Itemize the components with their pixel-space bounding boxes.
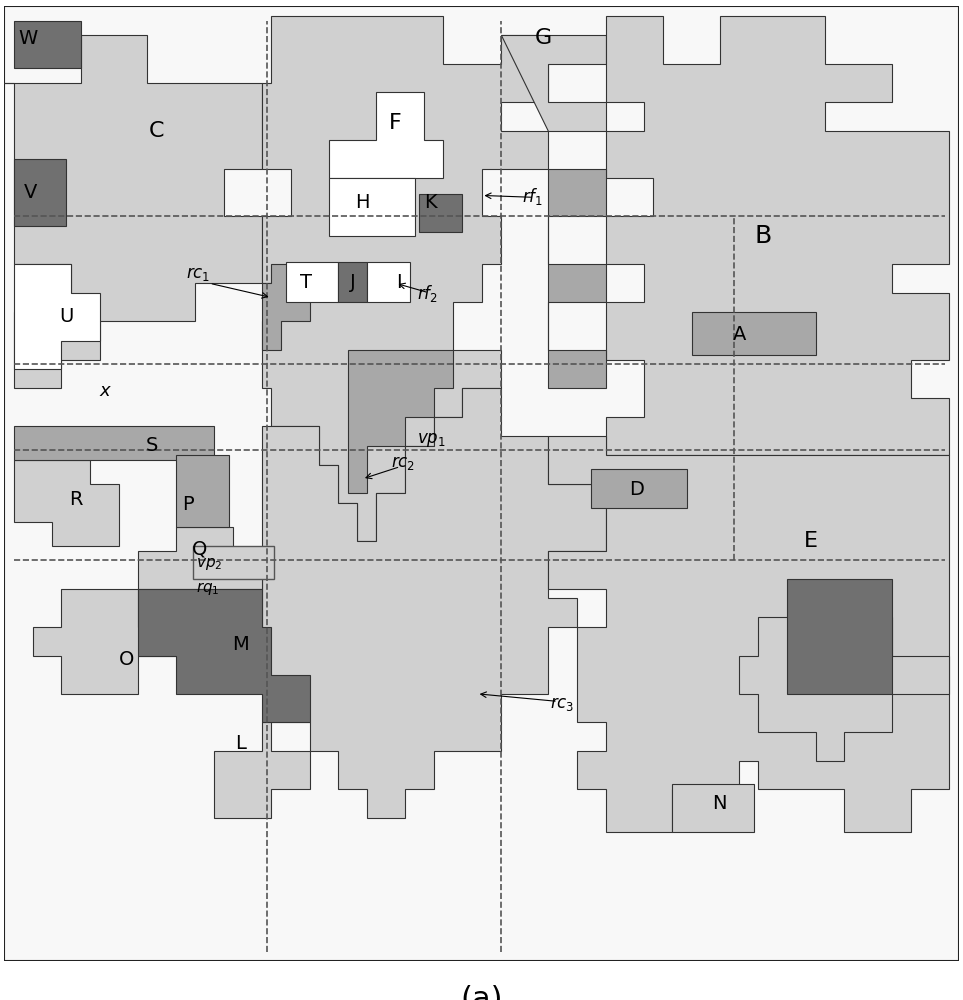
Text: O: O	[118, 650, 134, 669]
Polygon shape	[138, 589, 310, 722]
Text: G: G	[534, 28, 552, 48]
Text: $rc_1$: $rc_1$	[186, 265, 210, 283]
Polygon shape	[214, 722, 310, 818]
Text: N: N	[712, 794, 726, 813]
Bar	[672, 784, 754, 832]
Text: H: H	[355, 193, 370, 212]
Polygon shape	[13, 264, 99, 369]
Bar	[787, 579, 892, 694]
Text: U: U	[59, 307, 73, 326]
Bar	[367, 262, 410, 302]
Bar	[420, 194, 462, 232]
Text: $rf_2$: $rf_2$	[417, 283, 437, 304]
Polygon shape	[548, 169, 606, 388]
Bar	[13, 159, 66, 226]
Text: $rc_3$: $rc_3$	[550, 695, 575, 713]
Polygon shape	[262, 16, 548, 541]
Bar	[176, 455, 228, 527]
Polygon shape	[262, 388, 606, 818]
Polygon shape	[4, 35, 262, 388]
Bar	[13, 21, 81, 68]
Text: $rc_2$: $rc_2$	[391, 454, 415, 472]
Polygon shape	[501, 35, 606, 131]
Polygon shape	[348, 350, 453, 493]
Polygon shape	[262, 264, 310, 350]
Text: $rf_1$: $rf_1$	[522, 186, 543, 207]
Polygon shape	[606, 16, 950, 455]
Bar	[591, 469, 687, 508]
Text: B: B	[754, 224, 771, 248]
Bar	[338, 262, 367, 302]
Text: S: S	[146, 436, 158, 455]
Text: V: V	[24, 183, 38, 202]
Bar	[328, 178, 415, 236]
Text: P: P	[183, 495, 195, 514]
Text: A: A	[733, 325, 746, 344]
Text: W: W	[18, 29, 38, 48]
Text: $vp_1$: $vp_1$	[417, 431, 445, 449]
Text: J: J	[350, 273, 355, 292]
Bar	[691, 312, 816, 355]
Text: x: x	[99, 382, 110, 400]
Text: (a): (a)	[460, 985, 503, 1000]
Text: C: C	[149, 121, 165, 141]
Polygon shape	[138, 527, 262, 589]
Text: I: I	[396, 273, 402, 292]
Polygon shape	[33, 589, 176, 694]
Text: $rq_1$: $rq_1$	[196, 580, 220, 597]
Text: R: R	[69, 490, 83, 509]
Bar	[13, 426, 214, 460]
Text: F: F	[389, 113, 402, 133]
Text: L: L	[236, 734, 247, 753]
Bar	[194, 546, 274, 579]
Polygon shape	[328, 92, 443, 178]
Text: E: E	[804, 531, 818, 551]
Text: T: T	[299, 273, 312, 292]
Bar	[286, 262, 338, 302]
Text: K: K	[425, 193, 437, 212]
Text: $vp_2$: $vp_2$	[196, 556, 222, 572]
Polygon shape	[548, 436, 950, 832]
Polygon shape	[13, 460, 118, 546]
Text: M: M	[232, 635, 249, 654]
Text: D: D	[629, 480, 643, 499]
Text: Q: Q	[193, 539, 208, 558]
Polygon shape	[740, 617, 950, 761]
